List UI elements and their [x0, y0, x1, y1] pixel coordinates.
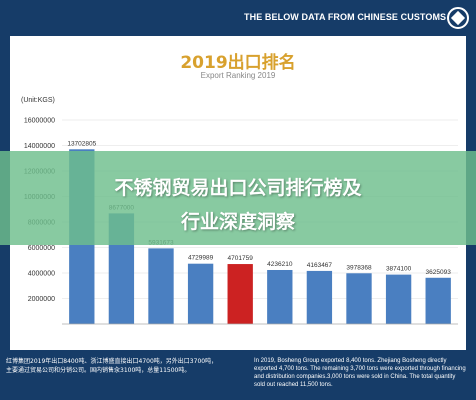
value-label: 3625093	[426, 269, 452, 276]
y-tick-label: 6000000	[28, 245, 55, 252]
value-label: 4701759	[228, 255, 254, 262]
y-axis-unit-label: (Unit:KGS)	[21, 97, 55, 104]
value-label: 4729989	[188, 255, 214, 262]
title-banner	[0, 151, 476, 245]
header-title: THE BELOW DATA FROM CHINESE CUSTOMS	[244, 12, 447, 22]
footer-bar	[0, 350, 476, 400]
header-bar	[0, 0, 476, 36]
footer-note-english: In 2019, Bosheng Group exported 8,400 to…	[254, 358, 466, 388]
bar	[425, 277, 451, 324]
value-label: 3978368	[346, 264, 372, 271]
chart-subtitle: Export Ranking 2019	[200, 71, 276, 80]
value-label: 3874100	[386, 266, 412, 273]
banner-headline-line-1: 不锈钢贸易出口公司排行榜及	[114, 177, 362, 199]
value-label: 4163467	[307, 262, 333, 269]
bar	[385, 274, 412, 324]
y-tick-label: 2000000	[28, 296, 55, 303]
y-tick-label: 14000000	[24, 143, 55, 150]
chart-title: 2019出口排名	[180, 53, 296, 73]
bar	[187, 263, 214, 324]
bar	[267, 269, 293, 324]
footer-note-chinese: 红博集团2019年出口8400吨、浙江博盛直接出口4700吨，另外出口3700吨…	[6, 358, 218, 374]
y-tick-label: 16000000	[24, 118, 55, 125]
bar	[306, 270, 333, 324]
banner-headline-line-2: 行业深度洞察	[180, 211, 295, 233]
bar	[346, 273, 372, 324]
value-label: 13702805	[67, 140, 96, 147]
bars	[69, 149, 451, 324]
customs-logo-icon	[447, 7, 469, 29]
bar	[148, 248, 174, 324]
value-label: 4236210	[267, 261, 293, 268]
y-tick-label: 4000000	[28, 271, 55, 278]
bar	[227, 264, 253, 324]
